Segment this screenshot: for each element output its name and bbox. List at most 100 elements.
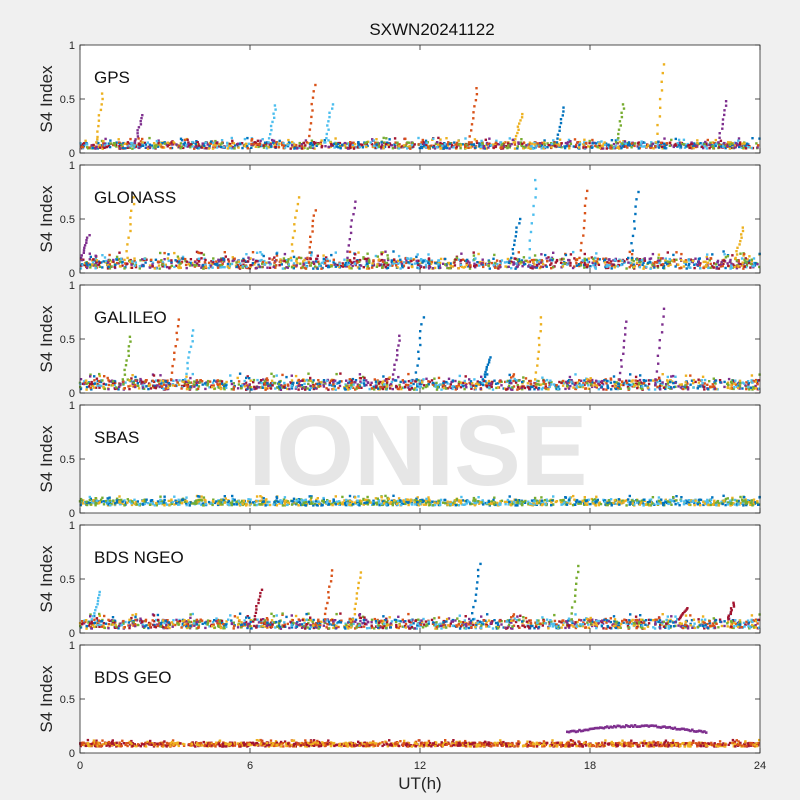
data-point [597, 380, 600, 383]
data-point [103, 387, 107, 391]
data-point [191, 372, 194, 376]
spike-point [470, 123, 474, 126]
data-point [155, 267, 158, 270]
spike-point [528, 239, 531, 242]
data-point [314, 382, 318, 386]
data-point [420, 258, 423, 261]
data-point [327, 139, 330, 142]
data-point [223, 383, 226, 387]
data-point [512, 373, 516, 376]
data-point [131, 147, 134, 150]
data-point [480, 382, 483, 386]
spike-point [96, 135, 99, 139]
data-point [343, 144, 346, 147]
data-point [678, 144, 681, 147]
data-point [567, 379, 570, 383]
y-tick-label: 1 [69, 160, 75, 172]
data-point [257, 263, 260, 266]
data-point [421, 259, 424, 262]
data-point [126, 144, 130, 147]
data-point [674, 381, 677, 384]
data-point [94, 267, 97, 270]
data-point [579, 383, 582, 387]
data-point [195, 384, 199, 387]
data-point [748, 499, 751, 503]
data-point [437, 266, 441, 269]
data-point [379, 263, 383, 266]
data-point [745, 142, 749, 145]
data-point [587, 265, 591, 268]
data-point [689, 374, 692, 377]
data-point [334, 379, 337, 382]
data-point [546, 142, 549, 145]
data-point [553, 383, 556, 386]
data-point [581, 385, 585, 389]
data-point [612, 263, 615, 266]
data-point [578, 140, 581, 144]
spike-point [312, 90, 315, 93]
data-point [703, 382, 706, 385]
spike-point [398, 334, 401, 337]
data-point [433, 503, 437, 507]
data-point [537, 383, 540, 386]
data-point [682, 138, 686, 141]
y-tick-label: 1 [69, 280, 75, 292]
data-point [411, 141, 414, 145]
data-point [359, 264, 363, 267]
data-point [310, 139, 314, 142]
data-point [614, 385, 617, 389]
data-point [121, 146, 125, 150]
data-point [508, 142, 511, 146]
data-point [678, 141, 681, 144]
data-point [555, 259, 559, 263]
data-point [618, 140, 621, 144]
data-point [608, 500, 611, 504]
data-point [544, 385, 547, 388]
data-point [442, 262, 445, 265]
data-point [358, 260, 361, 263]
data-point [277, 385, 281, 388]
data-point [736, 143, 739, 147]
data-point [540, 253, 543, 256]
data-point [680, 496, 683, 499]
data-point [396, 143, 399, 146]
data-point [177, 261, 180, 264]
spike-point [136, 132, 139, 135]
data-point [203, 382, 207, 385]
data-point [248, 377, 251, 380]
data-point [181, 257, 184, 260]
data-point [493, 496, 496, 499]
data-point [521, 380, 524, 384]
data-point [689, 499, 692, 502]
data-point [148, 143, 152, 146]
data-point [689, 258, 692, 261]
data-point [311, 381, 314, 384]
data-point [460, 383, 463, 387]
data-point [200, 251, 203, 255]
data-point [122, 141, 125, 145]
spike-point [295, 209, 298, 212]
data-point [533, 258, 536, 262]
data-point [226, 262, 230, 266]
data-point [516, 265, 519, 268]
data-point [404, 383, 408, 386]
data-point [600, 381, 604, 384]
data-point [441, 383, 444, 387]
data-point [233, 144, 237, 147]
data-point [273, 143, 276, 146]
data-point [313, 147, 316, 150]
data-point [460, 252, 463, 255]
data-point [211, 385, 214, 389]
data-point [530, 258, 534, 262]
data-point [594, 144, 597, 148]
data-point [481, 258, 484, 261]
data-point [616, 265, 619, 268]
data-point [93, 375, 96, 378]
data-point [350, 384, 353, 387]
data-point [422, 266, 426, 269]
data-point [159, 143, 162, 146]
data-point [101, 145, 104, 148]
data-point [260, 144, 264, 147]
data-point [212, 384, 215, 387]
data-point [204, 263, 207, 266]
